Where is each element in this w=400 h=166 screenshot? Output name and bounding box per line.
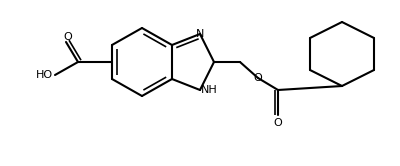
Text: N: N: [196, 29, 204, 39]
Text: O: O: [274, 118, 282, 128]
Text: O: O: [64, 32, 72, 42]
Text: HO: HO: [36, 70, 53, 80]
Text: NH: NH: [201, 85, 218, 95]
Text: O: O: [254, 73, 262, 83]
